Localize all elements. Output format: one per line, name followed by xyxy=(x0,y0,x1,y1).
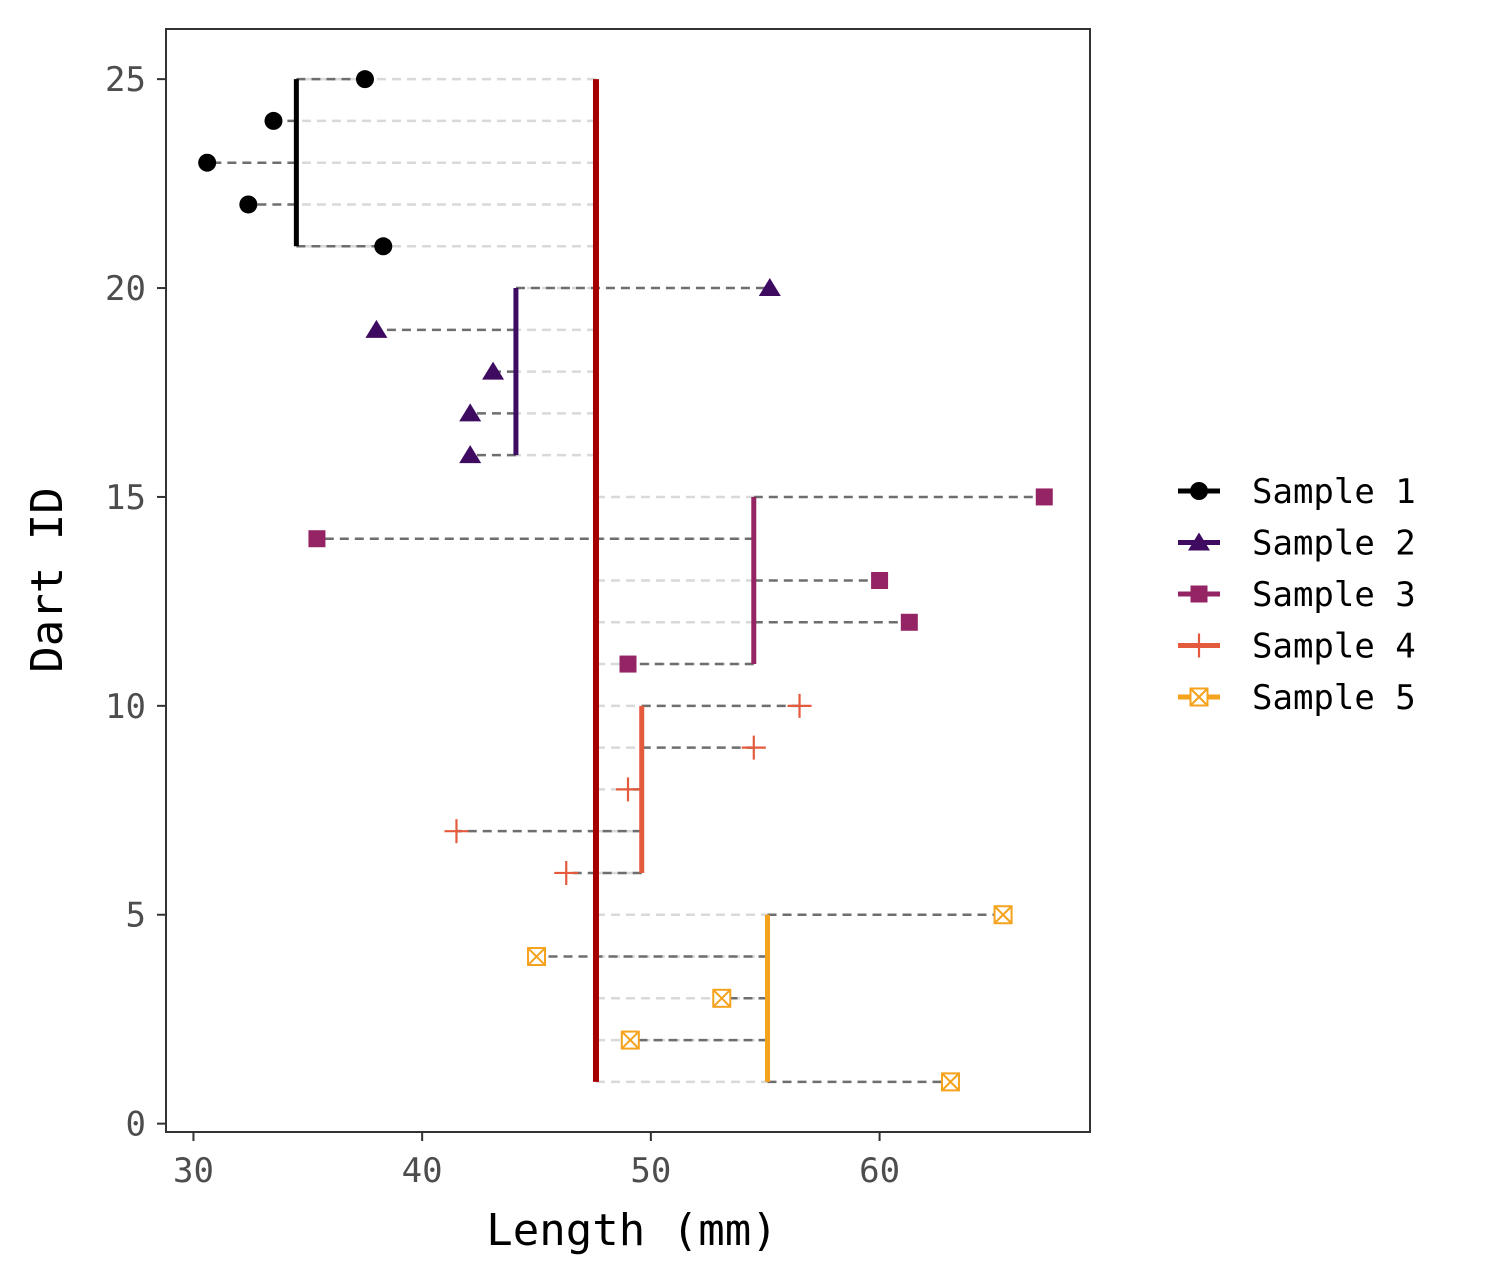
legend-item: Sample 2 xyxy=(1178,524,1416,564)
data-point xyxy=(758,278,781,297)
x-axis: 30 40 50 60 xyxy=(173,1132,900,1191)
data-point xyxy=(787,693,812,718)
data-point xyxy=(940,1072,960,1092)
y-tick-label: 20 xyxy=(105,269,146,309)
x-tick-label: 50 xyxy=(630,1151,671,1191)
data-point xyxy=(239,195,258,214)
y-axis: 0 5 10 15 20 25 xyxy=(105,60,166,1145)
data-point xyxy=(1035,488,1053,506)
legend-item: Sample 3 xyxy=(1178,575,1416,615)
data-point xyxy=(993,905,1013,925)
data-point xyxy=(712,988,732,1008)
data-point xyxy=(308,530,326,548)
data-point xyxy=(264,111,283,130)
data-point xyxy=(527,947,547,967)
legend-label: Sample 1 xyxy=(1252,472,1416,512)
data-point xyxy=(620,1030,640,1050)
y-tick-label: 15 xyxy=(105,478,146,518)
data-point xyxy=(444,819,469,844)
x-axis-title: Length (mm) xyxy=(486,1205,777,1256)
data-point xyxy=(459,403,482,422)
x-tick-label: 60 xyxy=(859,1151,900,1191)
mean-lines xyxy=(293,79,771,1082)
data-point xyxy=(374,237,393,256)
plot-border xyxy=(165,28,1091,1133)
legend-item: Sample 4 xyxy=(1178,627,1416,667)
legend-key-marker xyxy=(1189,687,1209,707)
data-points xyxy=(198,70,1053,1092)
data-point xyxy=(619,655,637,673)
data-point xyxy=(900,613,918,631)
legend-label: Sample 2 xyxy=(1252,524,1416,564)
data-point xyxy=(459,445,482,464)
y-tick-label: 0 xyxy=(126,1105,146,1145)
legend-key-marker xyxy=(1190,585,1208,603)
legend-item: Sample 1 xyxy=(1178,472,1416,512)
legend-key-marker xyxy=(1188,532,1210,551)
x-tick-label: 30 xyxy=(173,1151,214,1191)
data-point xyxy=(554,860,579,885)
data-point xyxy=(871,572,889,589)
y-tick-label: 5 xyxy=(126,896,146,936)
data-point xyxy=(616,777,640,802)
legend-label: Sample 3 xyxy=(1252,575,1416,615)
data-point xyxy=(355,70,374,89)
y-axis-title: Dart ID xyxy=(22,487,73,672)
y-tick-label: 10 xyxy=(105,687,146,727)
legend: Sample 1 Sample 2 Sample 3 Sample 4 Sample 5 xyxy=(1178,472,1416,718)
legend-key-marker xyxy=(1187,633,1211,658)
legend-label: Sample 5 xyxy=(1252,678,1416,718)
legend-label: Sample 4 xyxy=(1252,627,1416,667)
legend-key-marker xyxy=(1190,482,1208,500)
x-tick-label: 40 xyxy=(402,1151,443,1191)
data-point xyxy=(741,735,766,760)
y-tick-label: 25 xyxy=(105,60,146,100)
data-point xyxy=(198,153,217,172)
legend-item: Sample 5 xyxy=(1178,678,1416,718)
data-point xyxy=(365,319,388,338)
data-point xyxy=(482,361,505,380)
